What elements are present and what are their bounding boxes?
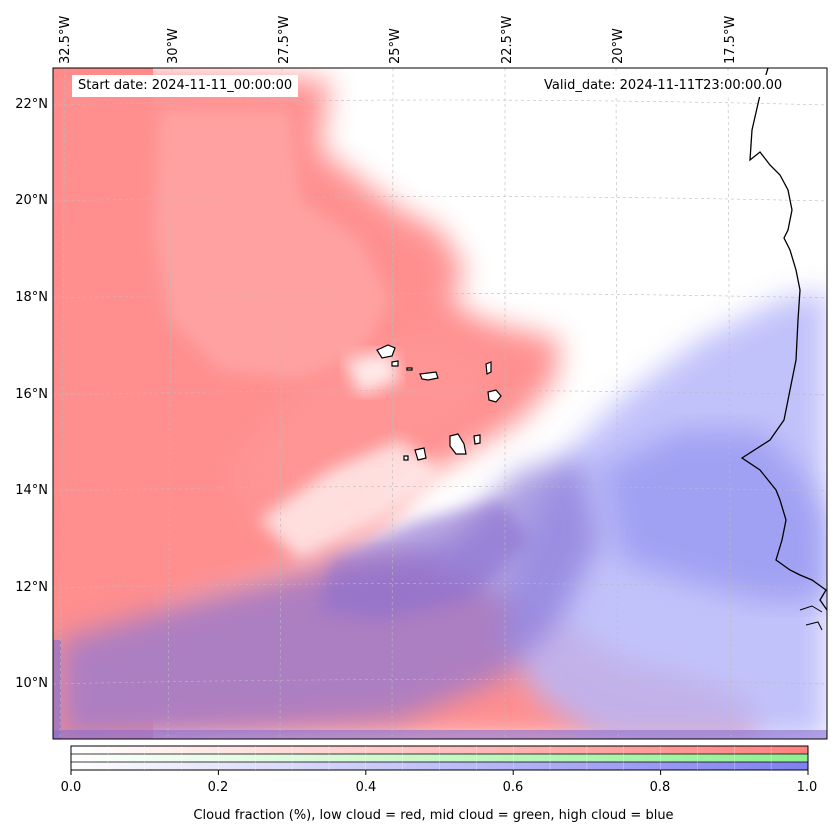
colorbar-tick-label: 0.8	[649, 780, 671, 795]
lon-label: 25°W	[388, 28, 403, 64]
lat-label: 18°N	[15, 290, 48, 305]
lat-label: 20°N	[15, 193, 48, 208]
lon-label: 22.5°W	[500, 15, 515, 64]
lon-label: 32.5°W	[58, 15, 73, 64]
lat-label: 14°N	[15, 483, 48, 498]
lat-label: 12°N	[15, 580, 48, 595]
graticule-lines	[53, 68, 827, 739]
colorbar-tick-label: 0.4	[355, 780, 377, 795]
valid-date-label: Valid_date: 2024-11-11T23:00:00.00	[538, 75, 789, 97]
colorbar-title: Cloud fraction (%), low cloud = red, mid…	[193, 808, 674, 823]
colorbar-tick-label: 0.0	[60, 780, 82, 795]
africa-coastline	[740, 68, 827, 611]
lon-label: 17.5°W	[723, 15, 738, 64]
lon-label: 30°W	[166, 28, 181, 64]
map-frame	[52, 67, 828, 740]
lat-label: 10°N	[15, 676, 48, 691]
lon-label: 20°W	[611, 28, 626, 64]
colorbar	[70, 745, 809, 775]
start-date-label: Start date: 2024-11-11_00:00:00	[72, 75, 299, 97]
colorbar-tick-label: 1.0	[796, 780, 818, 795]
high-cloud-layer	[53, 290, 827, 739]
lat-label: 22°N	[15, 97, 48, 112]
colorbar-tick-label: 0.6	[502, 780, 524, 795]
lon-label: 27.5°W	[277, 15, 292, 64]
cape-verde-islands	[376, 344, 502, 461]
lat-label: 16°N	[15, 387, 48, 402]
colorbar-tick-label: 0.2	[207, 780, 229, 795]
gulf-islands	[799, 605, 823, 631]
